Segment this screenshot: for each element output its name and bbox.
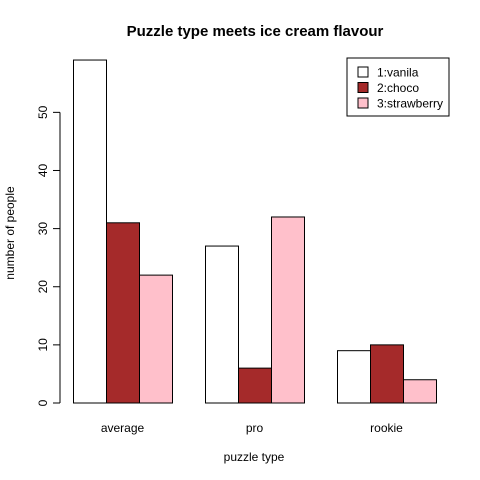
legend-label: 1:vanila [377,66,419,80]
y-tick-label: 20 [36,280,50,294]
y-axis-label: number of people [3,186,17,280]
chart-title: Puzzle type meets ice cream flavour [127,23,384,40]
x-tick-label-average: average [101,421,145,435]
y-tick-label: 50 [36,105,50,119]
y-tick-label: 30 [36,222,50,236]
y-tick-label: 0 [36,399,50,406]
y-axis: 0 10 20 30 40 50 [36,105,61,406]
bar-rookie-0 [337,350,371,404]
legend-swatch [357,82,369,93]
x-tick-labels: average pro rookie [101,421,403,435]
bar-average-0 [73,59,107,404]
y-tick-label: 40 [36,163,50,177]
bar-average-1 [106,222,140,404]
legend-label: 2:choco [377,81,419,95]
y-tick-label: 10 [36,338,50,352]
bars-group [73,59,437,404]
legend-label: 3:strawberry [377,97,443,111]
x-tick-label-rookie: rookie [370,421,403,435]
bar-rookie-1 [370,344,404,404]
bar-pro-0 [205,245,239,404]
bar-rookie-2 [403,379,437,404]
bar-pro-2 [271,216,305,404]
x-axis-label: puzzle type [224,450,285,464]
x-tick-label-pro: pro [246,421,264,435]
legend-swatch [357,97,369,109]
bar-pro-1 [238,367,272,404]
legend-swatch [357,66,369,78]
bar-average-2 [139,274,173,404]
